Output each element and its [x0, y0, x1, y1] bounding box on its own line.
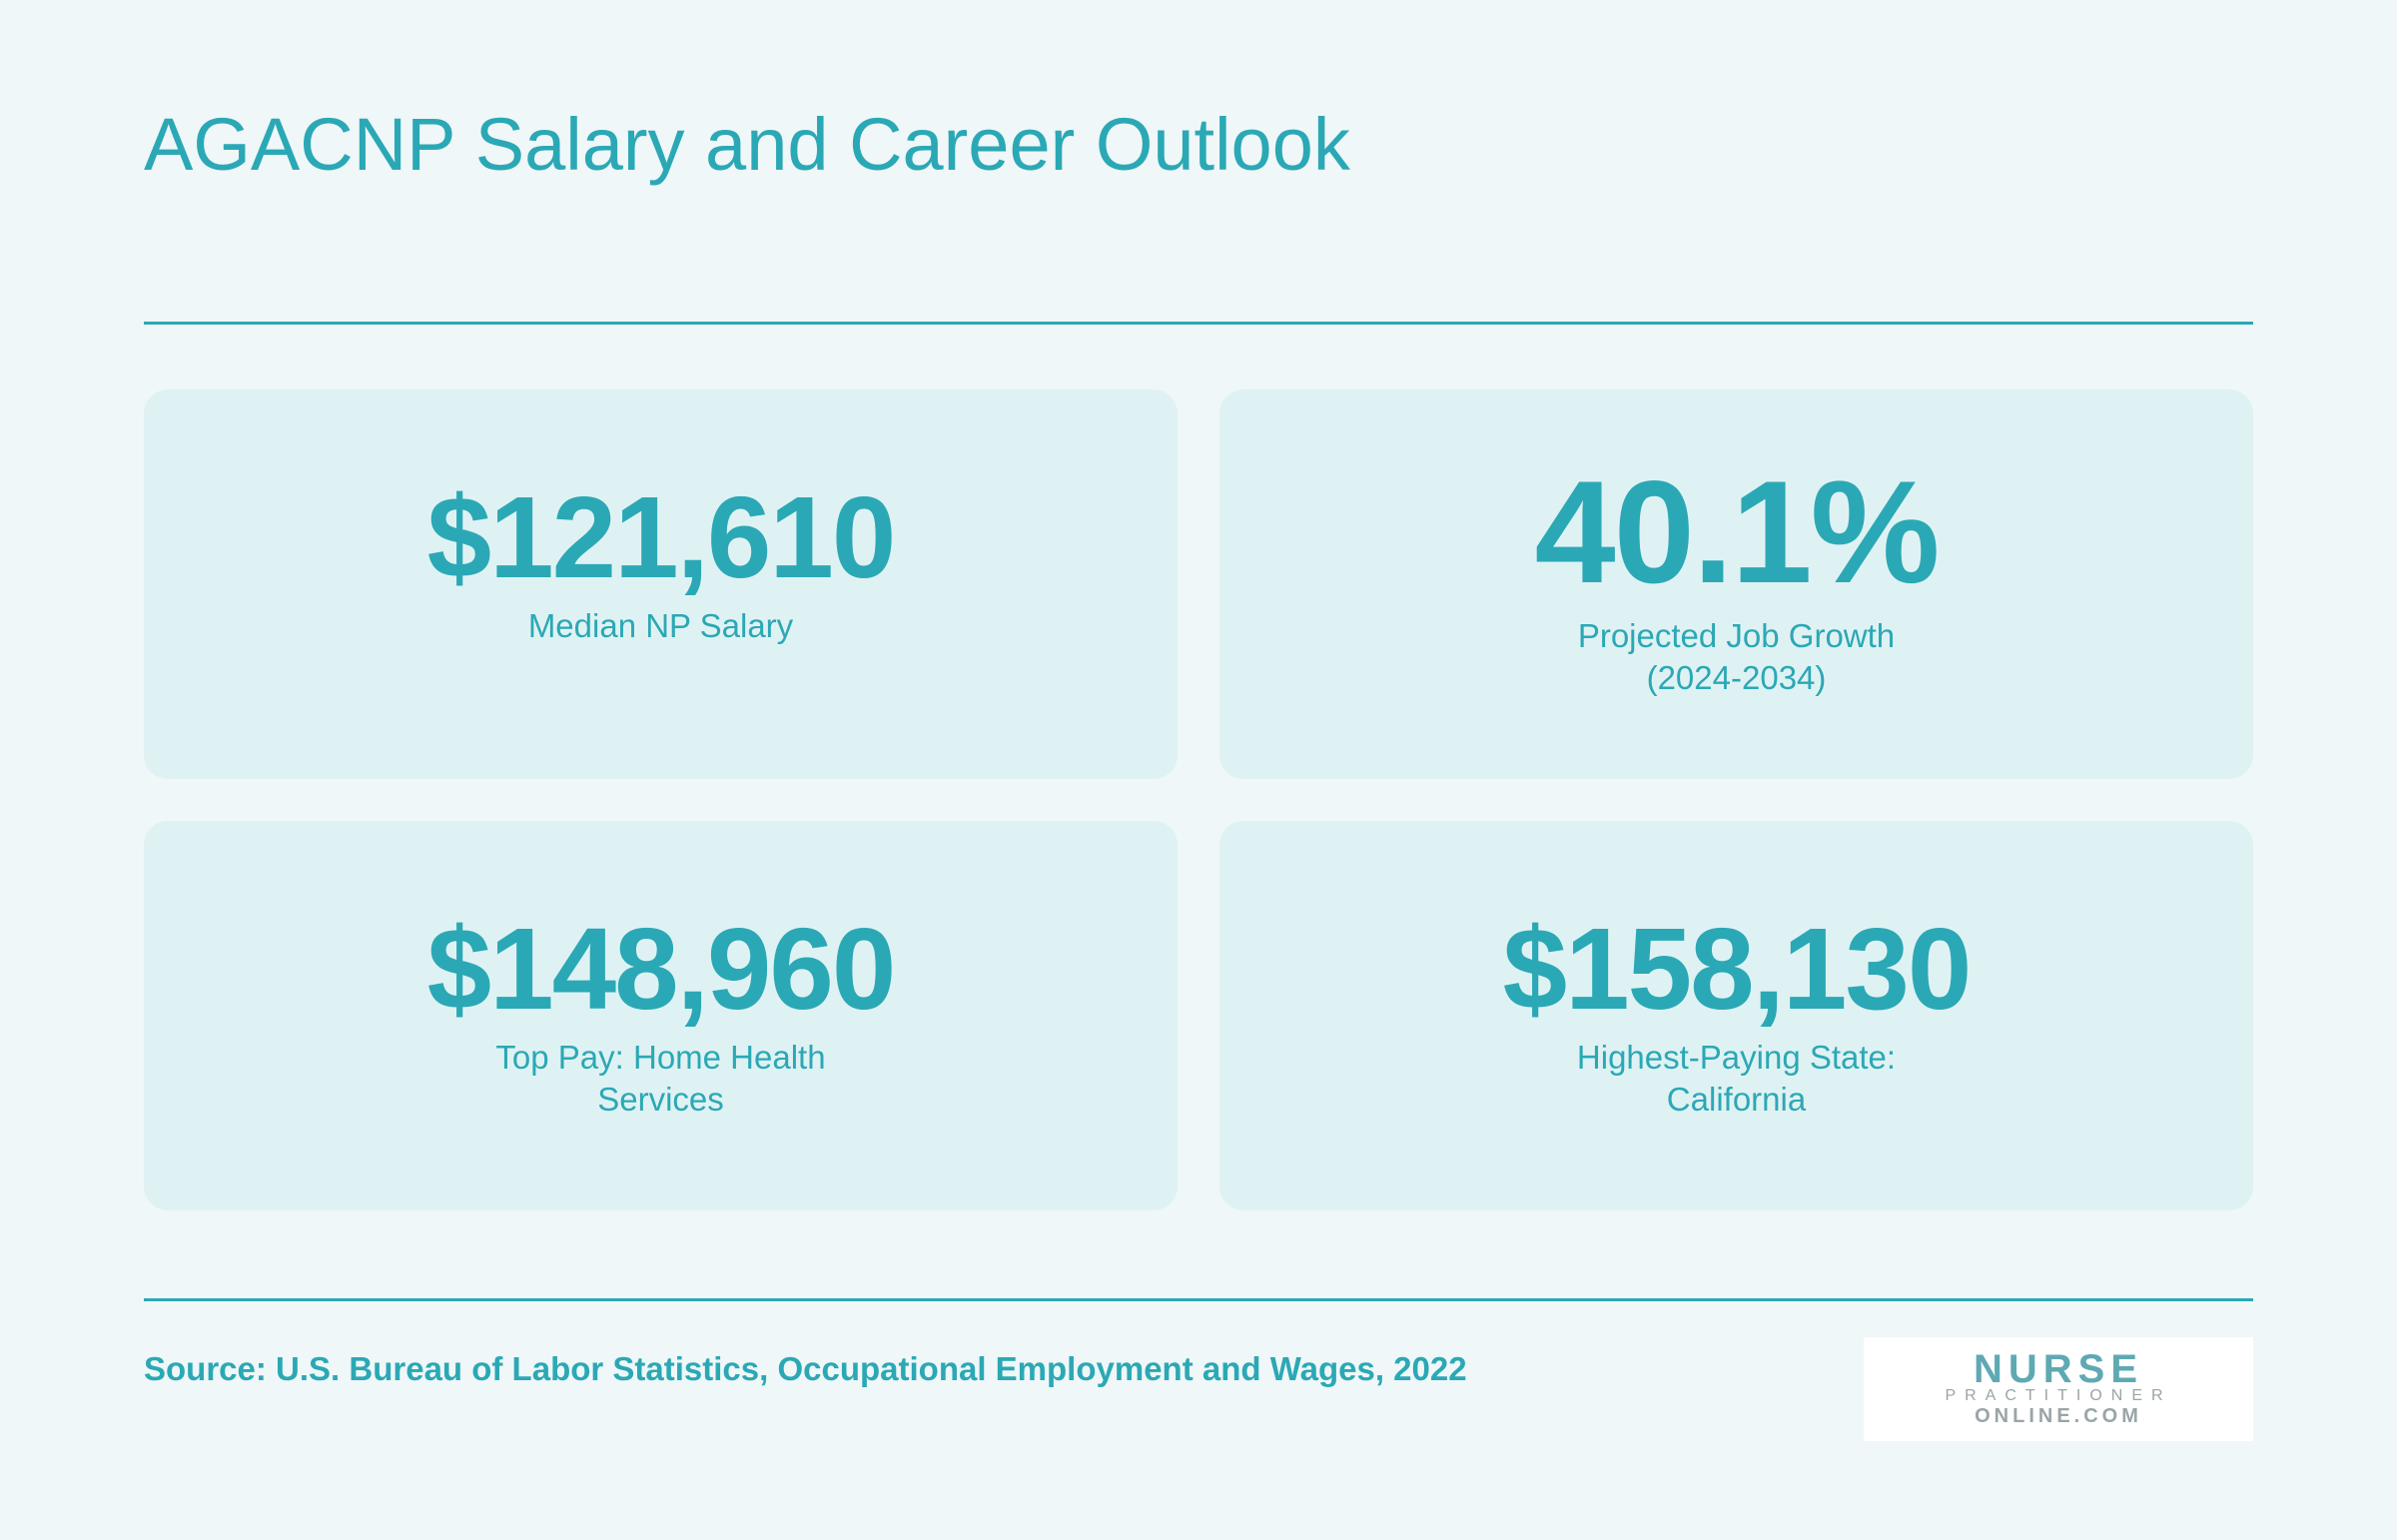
logo: NURSE PRACTITIONER ONLINE.COM: [1864, 1337, 2253, 1441]
stat-card: $148,960 Top Pay: Home Health Services: [144, 821, 1178, 1210]
stat-card: 40.1% Projected Job Growth (2024-2034): [1219, 389, 2253, 779]
stat-value: $158,130: [1502, 904, 1973, 1034]
logo-text: PRACTITIONER: [1945, 1387, 2172, 1404]
stat-label: Projected Job Growth (2024-2034): [1577, 617, 1896, 696]
stat-label: Median NP Salary: [527, 607, 794, 644]
stat-label: Highest-Paying State: California: [1576, 1039, 1897, 1118]
stat-card: $121,610 Median NP Salary: [144, 389, 1178, 779]
stat-card: $158,130 Highest-Paying State: Californi…: [1219, 821, 2253, 1210]
source: Source: U.S. Bureau of Labor Statistics,…: [144, 1350, 1467, 1387]
stat-value: $148,960: [426, 904, 897, 1034]
divider: [144, 1298, 2253, 1301]
stat-label: Top Pay: Home Health Services: [495, 1039, 826, 1118]
divider: [144, 322, 2253, 325]
stat-value: 40.1%: [1534, 450, 1941, 613]
stat-value: $121,610: [426, 472, 897, 602]
logo-text: ONLINE.COM: [1975, 1405, 2142, 1427]
logo-text: NURSE: [1973, 1347, 2144, 1391]
title: AGACNP Salary and Career Outlook: [144, 103, 1350, 186]
